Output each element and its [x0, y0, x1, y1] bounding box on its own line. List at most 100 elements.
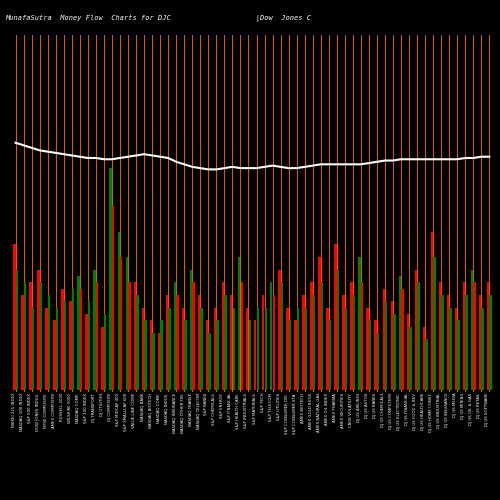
Bar	[458, 320, 460, 390]
Bar	[490, 295, 492, 390]
Bar	[430, 232, 433, 390]
Bar	[192, 282, 195, 390]
Bar	[296, 308, 299, 390]
Bar	[214, 308, 216, 390]
Bar	[72, 288, 74, 390]
Bar	[216, 320, 219, 390]
Bar	[80, 288, 82, 390]
Bar	[305, 308, 307, 390]
Bar	[326, 308, 328, 390]
Bar	[32, 308, 34, 390]
Bar	[280, 282, 283, 390]
Bar	[62, 288, 64, 390]
Bar	[112, 206, 114, 390]
Bar	[142, 308, 144, 390]
Bar	[120, 257, 122, 390]
Bar	[144, 320, 146, 390]
Bar	[366, 308, 369, 390]
Bar	[102, 326, 104, 390]
Bar	[104, 314, 106, 390]
Bar	[434, 257, 436, 390]
Bar	[385, 301, 388, 390]
Bar	[168, 308, 170, 390]
Bar	[88, 301, 90, 390]
Bar	[86, 314, 88, 390]
Bar	[16, 270, 18, 390]
Bar	[238, 257, 240, 390]
Bar	[310, 282, 312, 390]
Bar	[166, 295, 168, 390]
Bar	[442, 295, 444, 390]
Bar	[471, 270, 473, 390]
Bar	[46, 308, 48, 390]
Bar	[224, 295, 227, 390]
Bar	[21, 295, 24, 390]
Bar	[150, 320, 152, 390]
Bar	[29, 282, 32, 390]
Bar	[248, 320, 251, 390]
Bar	[182, 308, 184, 390]
Bar	[174, 282, 176, 390]
Bar	[334, 244, 336, 390]
Bar	[198, 295, 200, 390]
Bar	[110, 168, 112, 390]
Bar	[318, 257, 320, 390]
Bar	[240, 282, 243, 390]
Bar	[342, 295, 345, 390]
Bar	[152, 333, 154, 390]
Bar	[96, 282, 98, 390]
Bar	[422, 326, 425, 390]
Bar	[78, 276, 80, 390]
Bar	[118, 232, 120, 390]
Bar	[450, 308, 452, 390]
Bar	[302, 295, 304, 390]
Bar	[487, 282, 490, 390]
Bar	[256, 308, 259, 390]
Bar	[184, 320, 186, 390]
Bar	[158, 333, 160, 390]
Bar	[160, 320, 162, 390]
Bar	[479, 295, 482, 390]
Bar	[361, 282, 364, 390]
Bar	[56, 308, 58, 390]
Bar	[414, 270, 417, 390]
Bar	[48, 295, 50, 390]
Bar	[37, 270, 40, 390]
Bar	[134, 282, 136, 390]
Bar	[455, 308, 457, 390]
Bar	[222, 282, 224, 390]
Bar	[176, 295, 178, 390]
Bar	[246, 308, 248, 390]
Bar	[401, 288, 404, 390]
Bar	[270, 282, 272, 390]
Bar	[406, 314, 409, 390]
Text: MunafaSutra  Money Flow  Charts for DJC                    |Dow  Jones C        : MunafaSutra Money Flow Charts for DJC |D…	[5, 15, 500, 22]
Bar	[64, 301, 66, 390]
Bar	[40, 282, 42, 390]
Bar	[345, 308, 348, 390]
Bar	[398, 276, 401, 390]
Bar	[425, 340, 428, 390]
Bar	[474, 282, 476, 390]
Bar	[13, 244, 16, 390]
Bar	[353, 295, 356, 390]
Bar	[438, 282, 441, 390]
Bar	[262, 295, 264, 390]
Bar	[70, 301, 71, 390]
Bar	[377, 333, 380, 390]
Bar	[54, 320, 56, 390]
Bar	[369, 320, 372, 390]
Bar	[390, 301, 393, 390]
Bar	[232, 308, 235, 390]
Bar	[24, 282, 26, 390]
Bar	[288, 320, 291, 390]
Bar	[393, 314, 396, 390]
Bar	[350, 282, 353, 390]
Bar	[254, 320, 256, 390]
Bar	[272, 295, 275, 390]
Bar	[358, 257, 361, 390]
Bar	[128, 282, 130, 390]
Bar	[230, 295, 232, 390]
Bar	[294, 320, 296, 390]
Bar	[482, 308, 484, 390]
